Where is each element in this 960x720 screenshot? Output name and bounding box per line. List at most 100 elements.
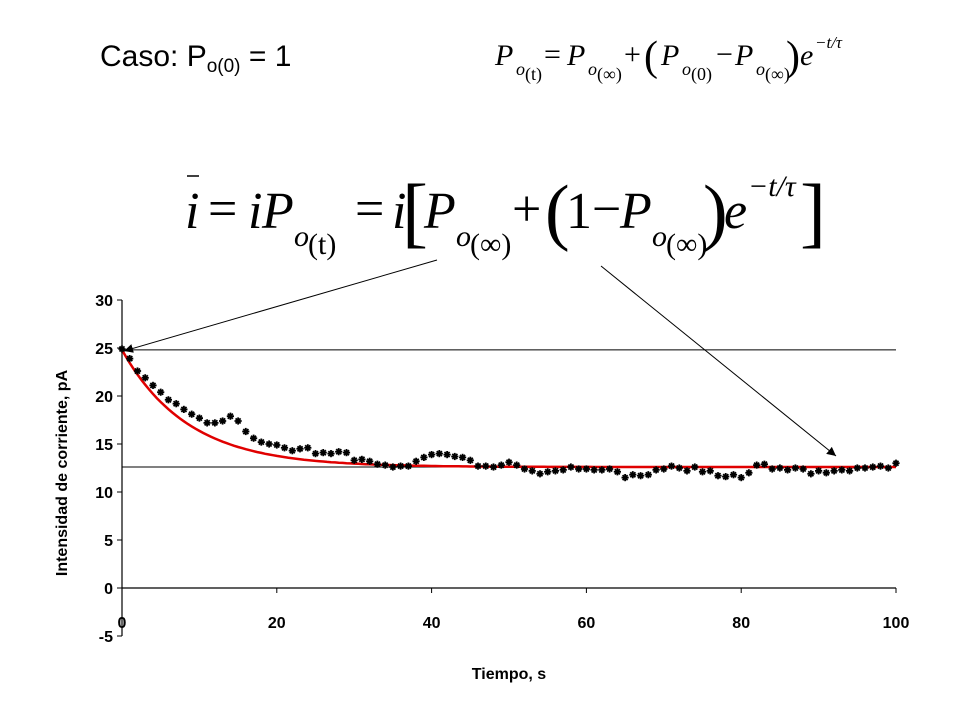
data-point (242, 427, 250, 436)
data-point (729, 471, 738, 479)
data-point (582, 465, 590, 473)
data-point (714, 472, 722, 480)
title-main: Caso: P (100, 40, 207, 73)
data-point (768, 465, 776, 473)
data-point (350, 456, 358, 464)
data-point (598, 466, 606, 474)
data-point (753, 461, 761, 469)
data-point (435, 450, 443, 458)
data-point (188, 410, 196, 418)
x-tick-label: 80 (732, 615, 750, 632)
y-tick-label: 25 (95, 341, 113, 358)
data-point (126, 355, 134, 363)
data-point (404, 462, 412, 470)
data-point (412, 457, 420, 465)
data-point (520, 465, 529, 473)
reference-lines (122, 349, 896, 468)
data-point (536, 470, 544, 478)
data-point (791, 464, 799, 472)
data-point (133, 367, 142, 375)
data-point (466, 456, 474, 464)
data-point (482, 462, 490, 470)
data-point (149, 381, 157, 389)
data-point (846, 467, 854, 475)
data-point (265, 440, 273, 448)
data-point (745, 469, 753, 477)
data-point (219, 417, 227, 425)
arrow-to-initial-value (123, 259, 438, 353)
data-point (675, 464, 683, 472)
data-point (211, 419, 219, 427)
x-tick-label: 20 (268, 615, 286, 632)
data-point (172, 400, 180, 408)
x-axis-label: Tiempo, s (472, 666, 546, 683)
data-point (544, 468, 552, 476)
data-point (853, 464, 861, 472)
data-point (203, 419, 211, 427)
data-point (737, 474, 745, 482)
data-point (195, 414, 203, 422)
data-point (644, 471, 652, 479)
data-point (389, 463, 397, 471)
data-point (319, 449, 327, 457)
data-point (157, 388, 165, 396)
annotation-arrows (123, 259, 837, 457)
data-point (876, 462, 885, 470)
data-point (443, 451, 451, 459)
x-tick-label: 60 (578, 615, 596, 632)
data-point (815, 467, 823, 475)
data-point (613, 468, 621, 476)
y-tick-label: 30 (95, 293, 113, 310)
data-point (683, 467, 691, 475)
data-point (428, 451, 436, 459)
data-point (489, 463, 498, 471)
y-tick-label: 5 (104, 533, 113, 550)
data-point (667, 462, 676, 470)
data-point (722, 473, 730, 481)
data-point (451, 452, 459, 461)
y-tick-label: 20 (95, 389, 113, 406)
data-point (381, 461, 389, 469)
x-tick-label: 100 (883, 615, 910, 632)
x-tick-label: 40 (423, 615, 441, 632)
data-point (513, 461, 521, 469)
data-point (884, 464, 892, 472)
data-point (861, 464, 869, 472)
data-point (311, 450, 320, 458)
data-point (784, 466, 792, 474)
data-point (869, 463, 877, 471)
data-point (304, 444, 312, 452)
data-point (164, 396, 172, 404)
arrow-to-steady-state (600, 265, 837, 457)
data-point (141, 374, 149, 382)
data-point (273, 441, 281, 449)
data-point (335, 448, 343, 456)
y-tick-label: 10 (95, 485, 113, 502)
data-point (652, 466, 660, 474)
data-point (280, 444, 289, 452)
data-point (830, 467, 838, 475)
y-tick-label: 0 (104, 581, 113, 598)
data-point (760, 460, 768, 468)
data-point (226, 412, 234, 420)
data-point (497, 461, 505, 469)
data-point (257, 438, 265, 446)
data-point (180, 405, 188, 413)
data-point (551, 467, 559, 475)
data-point (474, 462, 482, 470)
axes-layer: -5 0 5 10 15 20 25 30 0 20 40 60 80 100 (95, 293, 909, 646)
data-point (358, 455, 366, 463)
data-point (698, 468, 707, 476)
data-point (342, 449, 351, 457)
data-point (637, 472, 645, 480)
data-point (459, 453, 467, 461)
data-point (822, 469, 830, 477)
fit-curve-layer (120, 349, 896, 469)
x-tick-label: 0 (118, 615, 127, 632)
data-point (807, 470, 815, 478)
data-point (327, 450, 335, 458)
data-point (575, 465, 583, 473)
data-point (691, 463, 699, 471)
data-points-layer (118, 345, 900, 482)
data-point (373, 460, 381, 468)
